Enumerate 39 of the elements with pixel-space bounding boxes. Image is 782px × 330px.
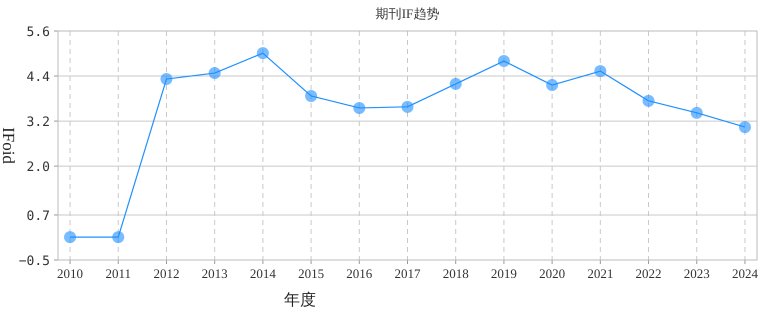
y-tick-label: 0.7 bbox=[26, 208, 50, 224]
point bbox=[160, 73, 172, 86]
x-tick-label: 2010 bbox=[57, 266, 84, 281]
point bbox=[594, 65, 606, 78]
x-tick-label: 2021 bbox=[587, 266, 614, 281]
point bbox=[738, 121, 751, 134]
x-tick-label: 2023 bbox=[684, 266, 710, 281]
x-tick-label: 2016 bbox=[346, 266, 373, 281]
point bbox=[546, 79, 558, 92]
point bbox=[305, 90, 318, 102]
y-tick-label: 4.4 bbox=[26, 70, 50, 86]
point bbox=[690, 106, 703, 119]
x-axis-title: 年度 bbox=[284, 291, 316, 309]
y-tick-label: 3.2 bbox=[26, 115, 50, 130]
x-tick-label: 2024 bbox=[732, 266, 758, 281]
point bbox=[642, 94, 655, 107]
x-tick-label: 2014 bbox=[250, 266, 276, 281]
point bbox=[353, 102, 366, 114]
point bbox=[64, 231, 76, 244]
x-tick-label: 2011 bbox=[105, 266, 132, 281]
point bbox=[450, 78, 462, 90]
chart-title: 期刊IF趋势 bbox=[376, 6, 440, 21]
x-tick-label: 2017 bbox=[394, 266, 421, 281]
point bbox=[402, 100, 414, 113]
x-tick-label: 2020 bbox=[539, 266, 566, 281]
point bbox=[208, 67, 221, 80]
x-tick-label: 2013 bbox=[202, 266, 228, 281]
y-axis-title: IFoid bbox=[0, 127, 18, 164]
x-tick-label: 2022 bbox=[636, 266, 662, 281]
y-tick-label: −0.5 bbox=[18, 254, 50, 269]
y-tick-label: 5.6 bbox=[26, 25, 50, 40]
y-tick-label: 2.0 bbox=[26, 160, 50, 176]
x-tick-label: 2018 bbox=[442, 266, 469, 281]
point bbox=[256, 47, 269, 60]
x-tick-label: 2012 bbox=[153, 266, 180, 281]
x-tick-label: 2019 bbox=[490, 266, 517, 281]
point bbox=[498, 55, 510, 68]
point bbox=[112, 231, 124, 244]
x-tick-label: 2015 bbox=[298, 266, 324, 281]
